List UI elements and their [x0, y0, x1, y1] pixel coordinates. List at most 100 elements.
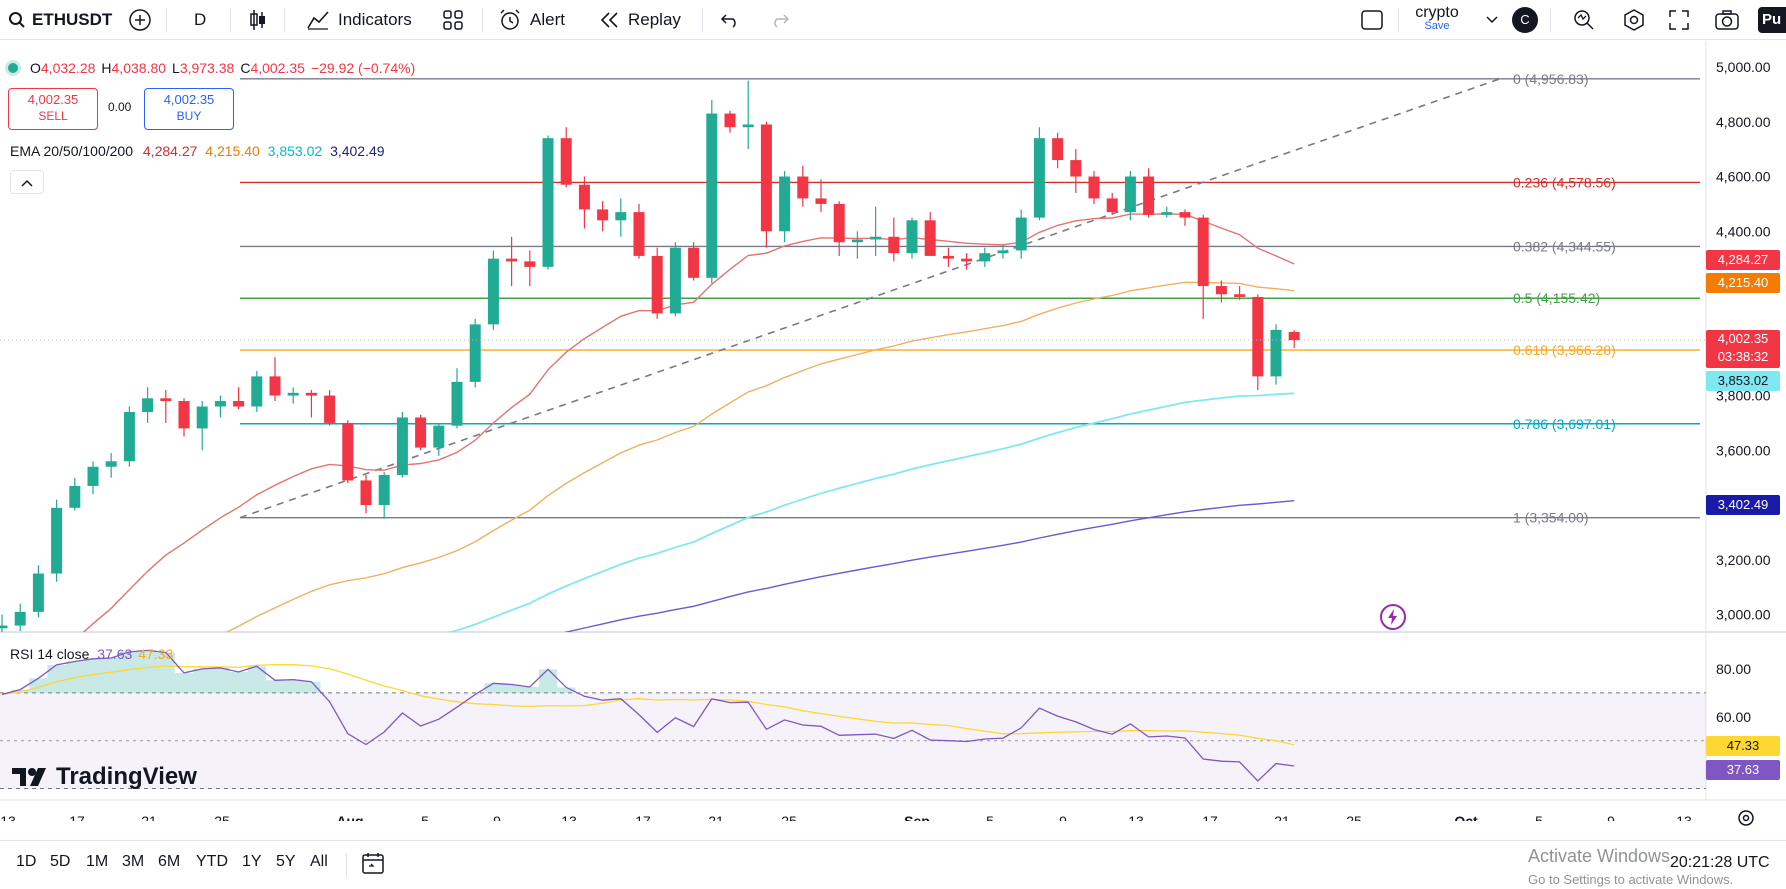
candle-body — [487, 258, 499, 325]
candle — [378, 472, 390, 519]
candle-body — [287, 392, 299, 396]
ema100-price-tag: 3,853.02 — [1706, 371, 1780, 391]
candle-body — [378, 474, 390, 506]
candle-body — [742, 124, 754, 128]
candle — [742, 80, 754, 150]
time-axis-label: Oct — [1454, 813, 1478, 821]
redo-icon — [774, 14, 790, 28]
events-button[interactable] — [1380, 604, 1406, 630]
candle-body — [615, 212, 627, 221]
time-axis-label: 9 — [1607, 813, 1615, 821]
timeframe-5y[interactable]: 5Y — [276, 853, 296, 870]
alarm-clock-icon — [500, 9, 520, 30]
timeframe-ytd[interactable]: YTD — [196, 853, 228, 870]
layout-checkbox[interactable] — [1360, 0, 1384, 40]
ema-legend[interactable]: EMA 20/50/100/200 4,284.27 4,215.40 3,85… — [10, 143, 385, 159]
candle — [506, 236, 518, 287]
alert-button[interactable]: Alert — [498, 0, 565, 40]
time-axis-label: 25 — [214, 813, 230, 821]
open-value: 4,032.28 — [40, 60, 96, 76]
candle-body — [815, 198, 827, 204]
candle — [651, 247, 663, 319]
rsi-ma-tag: 47.33 — [1706, 736, 1780, 756]
candle-body — [506, 258, 518, 262]
candle — [160, 390, 172, 423]
templates-button[interactable] — [442, 0, 464, 40]
square-icon — [1361, 10, 1383, 30]
timeframe-6m[interactable]: 6M — [158, 853, 181, 870]
indicators-button[interactable]: Indicators — [306, 0, 412, 40]
candle — [487, 250, 499, 330]
candle-body — [833, 203, 845, 243]
redo-button[interactable] — [770, 0, 790, 40]
candle-body — [142, 398, 154, 412]
close-value: 4,002.35 — [250, 60, 305, 76]
candle-body — [524, 261, 536, 267]
date-range-button[interactable] — [360, 851, 386, 882]
layout-name[interactable]: crypto Save — [1410, 4, 1464, 32]
candle-body — [178, 401, 190, 429]
top-toolbar: ETHUSDT D Indicators Alert Replay crypto… — [0, 0, 1786, 40]
avatar[interactable]: C — [1512, 0, 1538, 40]
candle-body — [870, 236, 882, 240]
candle-body — [597, 209, 609, 221]
candle — [961, 253, 973, 270]
time-axis-label: 21 — [1274, 813, 1290, 821]
time-axis-label: 25 — [1346, 813, 1362, 821]
candle — [851, 231, 863, 259]
price-axis-label: 3,200.00 — [1716, 552, 1771, 568]
candle — [688, 242, 700, 281]
candle-body — [669, 247, 681, 314]
candle — [633, 203, 645, 259]
utc-clock[interactable]: 20:21:28 UTC — [1670, 854, 1770, 871]
collapse-legend-button[interactable] — [10, 170, 44, 194]
interval-button[interactable]: D — [194, 10, 207, 29]
candle — [597, 201, 609, 232]
candle — [1197, 214, 1209, 319]
candle-body — [396, 417, 408, 475]
snapshot-button[interactable] — [1714, 0, 1740, 40]
rsi-value: 37.63 — [97, 646, 133, 662]
compare-button[interactable] — [128, 0, 152, 40]
timeframe-5d[interactable]: 5D — [50, 853, 71, 870]
candle-body — [1015, 217, 1027, 251]
rsi-legend[interactable]: RSI 14 close 37.63 47.33 — [10, 646, 173, 662]
candle-body — [779, 176, 791, 232]
sell-button[interactable]: 4,002.35 SELL — [8, 88, 98, 130]
publish-button[interactable]: Pu — [1758, 7, 1786, 33]
low-label: L — [172, 60, 180, 76]
timeframe-1m[interactable]: 1M — [86, 853, 109, 870]
candle-body — [214, 401, 226, 407]
ema50-price-tag: 4,215.40 — [1706, 273, 1780, 293]
settings-button[interactable] — [1622, 0, 1646, 40]
time-axis-label: 21 — [708, 813, 724, 821]
replay-button[interactable]: Replay — [600, 0, 681, 40]
timeframe-all[interactable]: All — [310, 853, 328, 870]
quick-search-button[interactable] — [1572, 0, 1596, 40]
candle-body — [997, 250, 1009, 254]
change-value: −29.92 (−0.74%) — [310, 60, 416, 76]
time-settings-button[interactable] — [1736, 808, 1756, 833]
candle-body — [269, 376, 281, 396]
candle-body — [51, 507, 63, 574]
buy-button[interactable]: 4,002.35 BUY — [144, 88, 234, 130]
ema20-value: 4,284.27 — [142, 143, 198, 159]
tradingview-logo[interactable]: TradingView — [12, 763, 197, 791]
timeframe-1d[interactable]: 1D — [16, 853, 37, 870]
candle-body — [1197, 217, 1209, 287]
timeframe-3m[interactable]: 3M — [122, 853, 145, 870]
fullscreen-button[interactable] — [1668, 0, 1690, 40]
chart-type-button[interactable] — [248, 0, 268, 40]
chart-area[interactable]: 5,000.004,800.004,600.004,400.004,200.00… — [0, 41, 1786, 829]
timeframe-1y[interactable]: 1Y — [242, 853, 262, 870]
undo-button[interactable] — [720, 0, 740, 40]
candle — [578, 176, 590, 229]
buy-price: 4,002.35 — [163, 92, 215, 107]
low-value: 3,973.38 — [179, 60, 235, 76]
symbol-search[interactable]: ETHUSDT — [8, 0, 112, 40]
layout-menu-button[interactable] — [1486, 0, 1498, 40]
ema200-value: 3,402.49 — [330, 143, 385, 159]
camera-icon — [1715, 10, 1739, 30]
chevron-up-icon — [21, 179, 33, 187]
calendar-range-icon — [362, 853, 384, 874]
